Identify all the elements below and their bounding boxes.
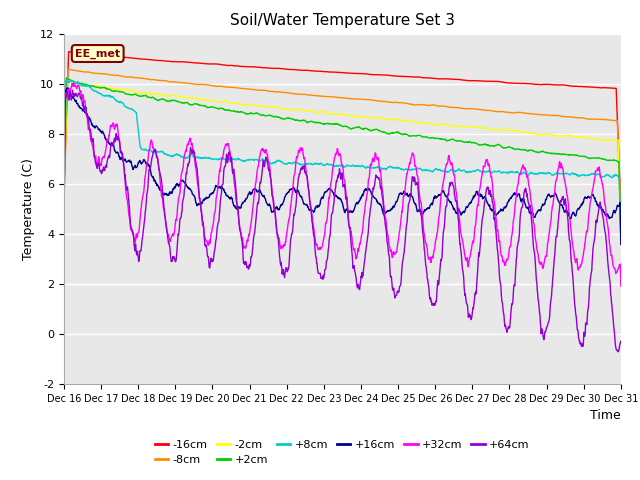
+16cm <box>551 190 559 196</box>
-2cm <box>60 197 68 203</box>
+64cm <box>171 256 179 262</box>
-2cm <box>171 93 179 98</box>
Y-axis label: Temperature (C): Temperature (C) <box>22 158 35 260</box>
+16cm <box>246 192 254 197</box>
-2cm <box>617 228 625 233</box>
-16cm <box>171 59 179 64</box>
-16cm <box>502 80 509 85</box>
+64cm <box>184 163 192 168</box>
-8cm <box>184 81 192 86</box>
+16cm <box>60 208 68 214</box>
+32cm <box>502 259 509 264</box>
-16cm <box>65 48 72 54</box>
Legend: -16cm, -8cm, -2cm, +2cm, +8cm, +16cm, +32cm, +64cm: -16cm, -8cm, -2cm, +2cm, +8cm, +16cm, +3… <box>150 435 534 469</box>
-16cm <box>60 184 68 190</box>
+8cm <box>502 169 509 175</box>
+8cm <box>551 171 559 177</box>
+64cm <box>614 349 622 355</box>
-8cm <box>551 113 559 119</box>
+8cm <box>171 152 179 157</box>
+64cm <box>246 261 254 266</box>
-2cm <box>246 101 254 107</box>
+16cm <box>617 241 625 247</box>
+2cm <box>246 110 254 116</box>
+16cm <box>429 198 437 204</box>
+2cm <box>171 98 179 104</box>
+32cm <box>246 223 254 229</box>
+64cm <box>551 249 559 254</box>
+32cm <box>617 283 625 289</box>
-8cm <box>60 199 68 204</box>
Text: EE_met: EE_met <box>75 48 120 59</box>
+2cm <box>551 151 559 157</box>
-16cm <box>184 60 192 65</box>
+64cm <box>68 87 76 93</box>
Line: +8cm: +8cm <box>64 80 621 240</box>
+64cm <box>617 338 625 344</box>
+2cm <box>617 231 625 237</box>
Title: Soil/Water Temperature Set 3: Soil/Water Temperature Set 3 <box>230 13 455 28</box>
+2cm <box>429 135 437 141</box>
Line: -2cm: -2cm <box>64 82 621 230</box>
-2cm <box>429 121 437 127</box>
+2cm <box>502 145 509 151</box>
-16cm <box>551 82 559 88</box>
+32cm <box>60 171 68 177</box>
+8cm <box>429 168 437 174</box>
-2cm <box>65 79 73 85</box>
+32cm <box>551 185 559 191</box>
Line: +16cm: +16cm <box>64 88 621 244</box>
-8cm <box>429 102 437 108</box>
-16cm <box>246 64 254 70</box>
-8cm <box>64 67 72 72</box>
+2cm <box>184 100 192 106</box>
Line: -8cm: -8cm <box>64 70 621 217</box>
-8cm <box>246 86 254 92</box>
-8cm <box>502 109 509 115</box>
X-axis label: Time: Time <box>590 409 621 422</box>
+16cm <box>65 85 72 91</box>
-2cm <box>502 128 509 133</box>
+32cm <box>184 142 192 148</box>
Line: -16cm: -16cm <box>64 51 621 206</box>
+64cm <box>429 301 437 307</box>
+64cm <box>60 171 68 177</box>
+16cm <box>171 184 179 190</box>
-2cm <box>184 95 192 101</box>
+8cm <box>60 204 68 210</box>
Line: +64cm: +64cm <box>64 90 621 352</box>
+8cm <box>62 77 70 83</box>
+64cm <box>502 325 509 331</box>
+16cm <box>184 185 192 191</box>
+16cm <box>502 204 509 210</box>
Line: +32cm: +32cm <box>64 84 621 286</box>
+2cm <box>63 75 70 81</box>
-8cm <box>617 214 625 220</box>
-16cm <box>617 204 625 209</box>
+8cm <box>184 154 192 160</box>
-8cm <box>171 79 179 85</box>
-2cm <box>551 133 559 139</box>
+32cm <box>171 228 179 234</box>
+8cm <box>617 238 625 243</box>
+32cm <box>429 255 437 261</box>
Line: +2cm: +2cm <box>64 78 621 234</box>
+8cm <box>246 157 254 163</box>
+2cm <box>60 203 68 208</box>
-16cm <box>429 75 437 81</box>
+32cm <box>68 81 76 86</box>
